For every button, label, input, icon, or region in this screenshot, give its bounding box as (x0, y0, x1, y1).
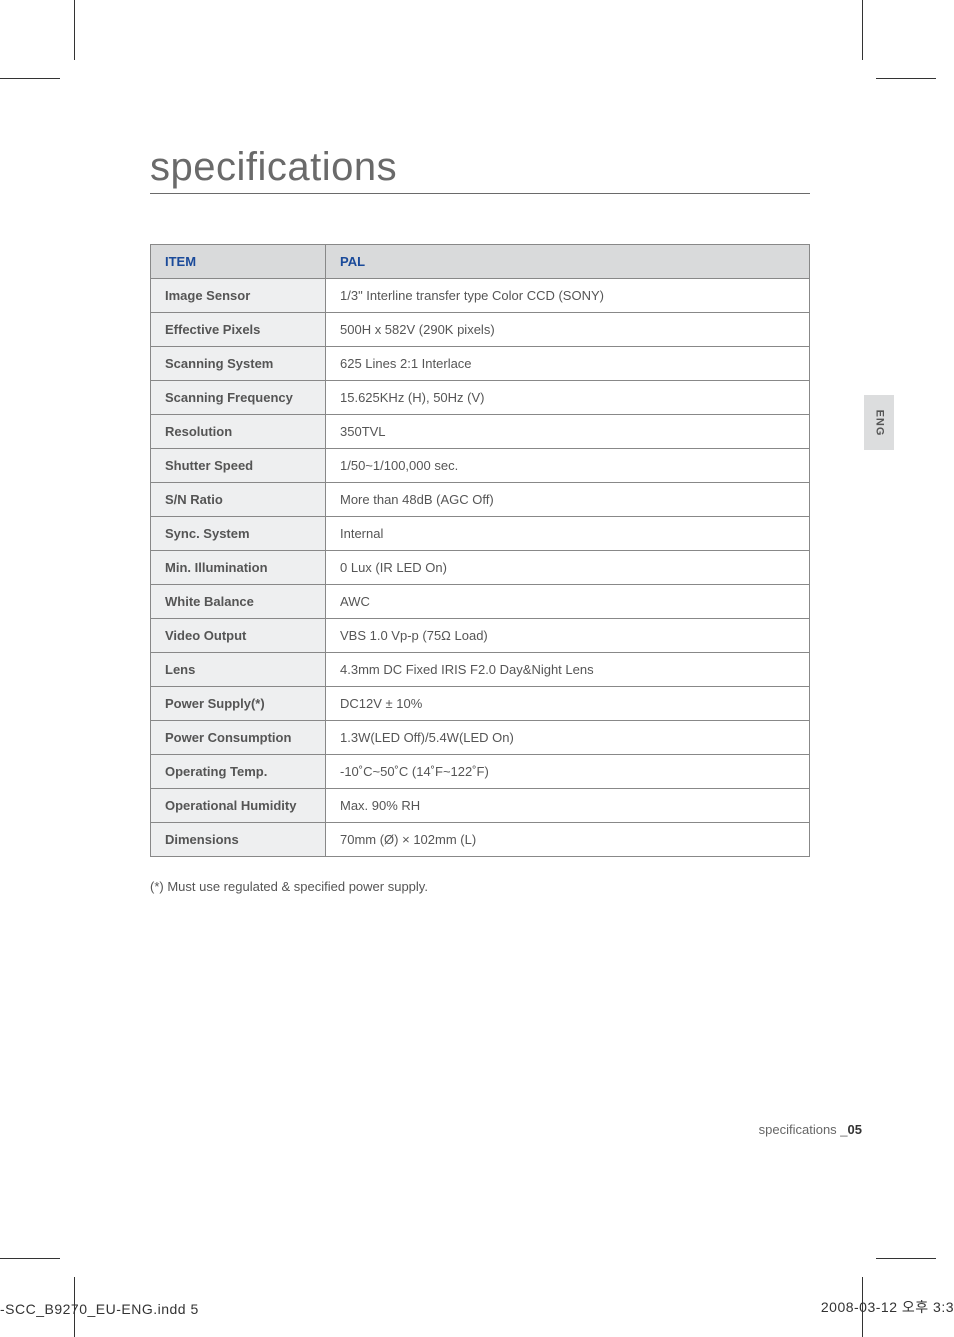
row-item-value: VBS 1.0 Vp-p (75Ω Load) (326, 619, 810, 653)
table-row: Min. Illumination0 Lux (IR LED On) (151, 551, 810, 585)
footnote-text: (*) Must use regulated & specified power… (150, 879, 810, 894)
language-tab-label: ENG (873, 409, 885, 436)
row-item-value: Internal (326, 517, 810, 551)
table-row: Sync. SystemInternal (151, 517, 810, 551)
specifications-table: ITEM PAL Image Sensor1/3" Interline tran… (150, 244, 810, 857)
footer-page-number: 05 (848, 1122, 862, 1137)
row-item-value: 350TVL (326, 415, 810, 449)
row-item-value: Max. 90% RH (326, 789, 810, 823)
table-row: Operational HumidityMax. 90% RH (151, 789, 810, 823)
footer-label: specifications _ (759, 1122, 848, 1137)
row-item-label: Lens (151, 653, 326, 687)
row-item-value: 15.625KHz (H), 50Hz (V) (326, 381, 810, 415)
table-header-item: ITEM (151, 245, 326, 279)
row-item-value: 1/3" Interline transfer type Color CCD (… (326, 279, 810, 313)
row-item-label: Operational Humidity (151, 789, 326, 823)
row-item-label: Power Consumption (151, 721, 326, 755)
row-item-value: DC12V ± 10% (326, 687, 810, 721)
table-row: Power Supply(*)DC12V ± 10% (151, 687, 810, 721)
row-item-label: Shutter Speed (151, 449, 326, 483)
table-row: Shutter Speed1/50~1/100,000 sec. (151, 449, 810, 483)
table-row: White BalanceAWC (151, 585, 810, 619)
page-footer: specifications _05 (759, 1122, 862, 1137)
row-item-value: 4.3mm DC Fixed IRIS F2.0 Day&Night Lens (326, 653, 810, 687)
table-row: Dimensions70mm (Ø) × 102mm (L) (151, 823, 810, 857)
table-row: Operating Temp.-10˚C~50˚C (14˚F~122˚F) (151, 755, 810, 789)
row-item-value: 500H x 582V (290K pixels) (326, 313, 810, 347)
row-item-value: 1.3W(LED Off)/5.4W(LED On) (326, 721, 810, 755)
table-row: S/N RatioMore than 48dB (AGC Off) (151, 483, 810, 517)
table-row: Effective Pixels500H x 582V (290K pixels… (151, 313, 810, 347)
table-row: Scanning Frequency15.625KHz (H), 50Hz (V… (151, 381, 810, 415)
row-item-value: 70mm (Ø) × 102mm (L) (326, 823, 810, 857)
crop-mark (0, 78, 60, 79)
print-filename: -SCC_B9270_EU-ENG.indd 5 (0, 1301, 199, 1317)
row-item-value: 0 Lux (IR LED On) (326, 551, 810, 585)
row-item-label: Dimensions (151, 823, 326, 857)
table-row: Scanning System625 Lines 2:1 Interlace (151, 347, 810, 381)
row-item-label: Scanning System (151, 347, 326, 381)
row-item-value: 1/50~1/100,000 sec. (326, 449, 810, 483)
row-item-value: 625 Lines 2:1 Interlace (326, 347, 810, 381)
row-item-value: AWC (326, 585, 810, 619)
language-tab: ENG (864, 395, 894, 450)
table-row: Video OutputVBS 1.0 Vp-p (75Ω Load) (151, 619, 810, 653)
page-content: specifications ITEM PAL Image Sensor1/3"… (150, 145, 810, 894)
row-item-value: More than 48dB (AGC Off) (326, 483, 810, 517)
row-item-label: Scanning Frequency (151, 381, 326, 415)
crop-mark (0, 1258, 60, 1259)
table-row: Lens4.3mm DC Fixed IRIS F2.0 Day&Night L… (151, 653, 810, 687)
crop-mark (862, 0, 863, 60)
table-row: Power Consumption1.3W(LED Off)/5.4W(LED … (151, 721, 810, 755)
row-item-label: S/N Ratio (151, 483, 326, 517)
print-timestamp: 2008-03-12 오후 3:3 (821, 1297, 954, 1317)
row-item-label: Power Supply(*) (151, 687, 326, 721)
table-header-row: ITEM PAL (151, 245, 810, 279)
crop-mark (876, 1258, 936, 1259)
table-header-value: PAL (326, 245, 810, 279)
row-item-value: -10˚C~50˚C (14˚F~122˚F) (326, 755, 810, 789)
row-item-label: Operating Temp. (151, 755, 326, 789)
row-item-label: Min. Illumination (151, 551, 326, 585)
row-item-label: Video Output (151, 619, 326, 653)
page-title: specifications (150, 145, 810, 194)
table-row: Image Sensor1/3" Interline transfer type… (151, 279, 810, 313)
row-item-label: Resolution (151, 415, 326, 449)
row-item-label: Sync. System (151, 517, 326, 551)
row-item-label: White Balance (151, 585, 326, 619)
crop-mark (74, 0, 75, 60)
row-item-label: Image Sensor (151, 279, 326, 313)
crop-mark (876, 78, 936, 79)
row-item-label: Effective Pixels (151, 313, 326, 347)
table-row: Resolution350TVL (151, 415, 810, 449)
